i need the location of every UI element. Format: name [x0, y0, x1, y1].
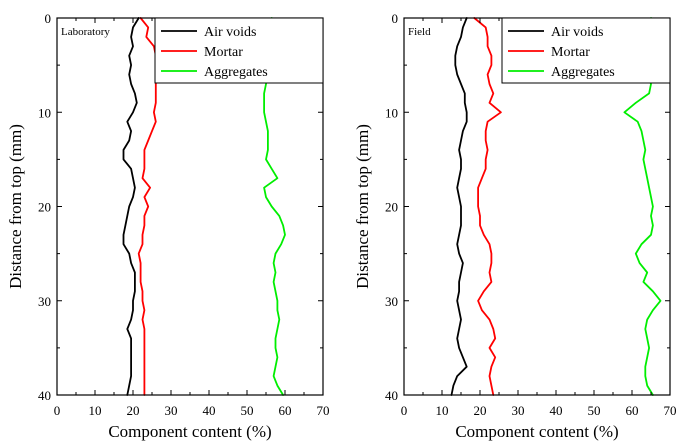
x-axis-title: Component content (%): [108, 422, 271, 441]
x-tick-label: 40: [203, 403, 216, 418]
panel-left: 0 10 20 30 40 50 60 70 0 10 20 30 40 Component conten…: [6, 11, 330, 441]
y-tick-label: 40: [385, 388, 398, 403]
x-tick-label: 40: [550, 403, 563, 418]
x-tick-label: 0: [54, 403, 61, 418]
x-tick-label: 20: [474, 403, 487, 418]
x-tick-label: 10: [89, 403, 102, 418]
legend-label: Air voids: [551, 25, 604, 40]
legend-label: Air voids: [204, 25, 257, 40]
panel-label: Field: [408, 26, 431, 38]
y-tick-label: 20: [385, 200, 398, 215]
legend: Air voids Mortar Aggregates: [501, 17, 671, 84]
legend-label: Aggregates: [204, 65, 268, 80]
series-line-air-voids: [122, 17, 140, 396]
x-tick-label: 60: [279, 403, 292, 418]
legend-label: Mortar: [551, 45, 590, 60]
x-tick-label: 50: [241, 403, 254, 418]
y-tick-label: 0: [392, 11, 399, 26]
x-tick-label: 70: [664, 403, 677, 418]
x-tick-label: 0: [401, 403, 408, 418]
y-tick-label: 40: [38, 388, 51, 403]
x-tick-label: 60: [626, 403, 639, 418]
x-tick-label: 30: [165, 403, 178, 418]
y-tick-label: 10: [38, 105, 51, 120]
y-tick-label: 30: [385, 294, 398, 309]
legend-label: Mortar: [204, 45, 243, 60]
panel-right: 0 10 20 30 40 50 60 70 0 10 20 30 40 Component conten…: [353, 11, 677, 441]
y-tick-label: 0: [45, 11, 52, 26]
y-axis-title: Distance from top (mm): [353, 124, 372, 289]
y-tick-label: 10: [385, 105, 398, 120]
x-tick-label: 10: [436, 403, 449, 418]
series-line-mortar: [473, 17, 502, 396]
x-tick-label: 50: [588, 403, 601, 418]
y-axis-title: Distance from top (mm): [6, 124, 25, 289]
legend: Air voids Mortar Aggregates: [154, 17, 324, 84]
x-axis-title: Component content (%): [455, 422, 618, 441]
y-tick-label: 20: [38, 200, 51, 215]
series-line-air-voids: [450, 17, 468, 396]
x-tick-label: 20: [127, 403, 140, 418]
legend-label: Aggregates: [551, 65, 615, 80]
x-tick-label: 30: [512, 403, 525, 418]
x-tick-label: 70: [317, 403, 330, 418]
panel-label: Laboratory: [61, 26, 110, 38]
y-tick-label: 30: [38, 294, 51, 309]
